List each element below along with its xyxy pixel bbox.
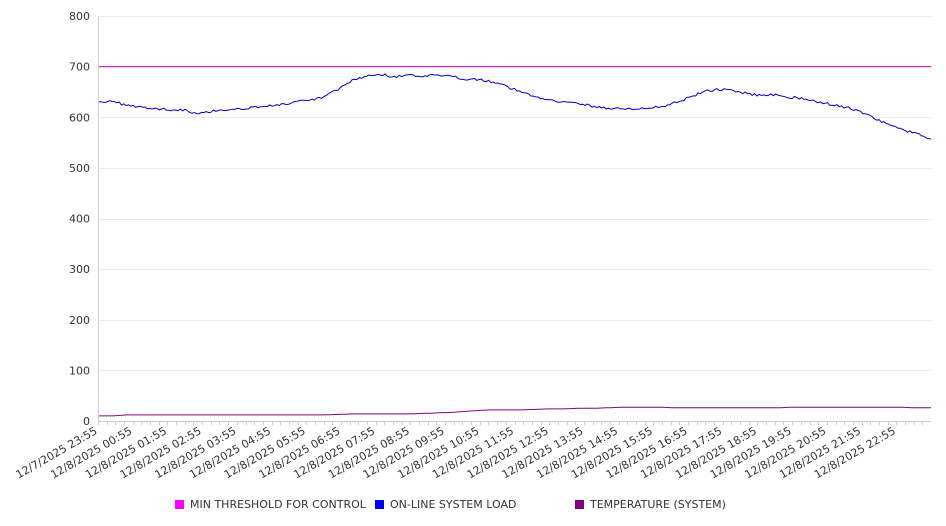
series-line-on-line-system-load (97, 73, 932, 140)
legend-item-min-threshold[interactable]: MIN THRESHOLD FOR CONTROL (175, 498, 366, 511)
legend-label-min-threshold: MIN THRESHOLD FOR CONTROL (190, 498, 366, 511)
legend-label-temperature: TEMPERATURE (SYSTEM) (590, 498, 726, 511)
y-tick-label: 400 (69, 213, 90, 226)
series-line-temperature-system (98, 406, 931, 417)
legend: MIN THRESHOLD FOR CONTROL ON-LINE SYSTEM… (0, 498, 946, 514)
y-tick-label: 500 (69, 162, 90, 175)
y-axis-ticks: 0 100 200 300 400 500 600 700 800 (69, 10, 90, 428)
y-tick-label: 300 (69, 263, 90, 276)
gridlines (98, 16, 931, 371)
legend-label-system-load: ON-LINE SYSTEM LOAD (390, 498, 517, 511)
y-tick-label: 700 (69, 61, 90, 74)
y-tick-label: 800 (69, 10, 90, 23)
y-tick-label: 200 (69, 314, 90, 327)
series-lines (97, 66, 932, 417)
y-tick-label: 600 (69, 111, 90, 124)
legend-item-temperature[interactable]: TEMPERATURE (SYSTEM) (575, 498, 726, 511)
y-tick-label: 0 (83, 415, 90, 428)
y-tick-label: 100 (69, 364, 90, 377)
legend-item-system-load[interactable]: ON-LINE SYSTEM LOAD (375, 498, 516, 511)
legend-swatch-min-threshold (175, 500, 184, 509)
legend-swatch-temperature (575, 500, 584, 509)
legend-swatch-system-load (375, 500, 384, 509)
